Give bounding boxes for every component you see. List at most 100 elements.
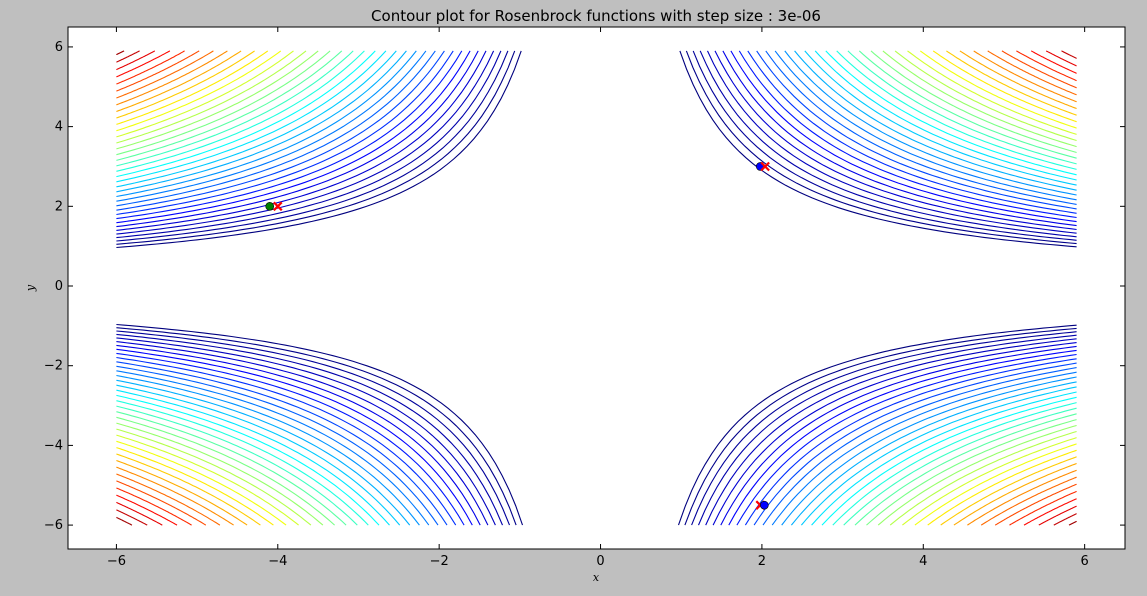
contour-line [832, 402, 1077, 526]
contour-line [116, 50, 445, 211]
contour-line [811, 391, 1077, 526]
contour-line [728, 349, 1077, 526]
contour-line [691, 331, 1077, 526]
contour-line [894, 50, 1077, 142]
contour-line [116, 494, 178, 526]
contour-line [116, 361, 448, 526]
axis-ticks: −6 −4 −2 0 2 4 6 −6 −4 −2 0 2 4 6 [44, 27, 1125, 569]
contour-line [116, 50, 407, 193]
contour-line [116, 50, 214, 99]
contour-line [116, 50, 427, 202]
contour-line [116, 394, 380, 526]
contour-line [771, 371, 1077, 526]
contour-line [1023, 498, 1077, 526]
contour-line [902, 437, 1077, 526]
contour-line [882, 50, 1077, 148]
contour-line [116, 50, 463, 220]
contour-line [116, 422, 324, 526]
contour-line [116, 50, 228, 106]
contour-line [1061, 50, 1077, 59]
contour-line [116, 50, 255, 119]
contour-line [116, 50, 502, 239]
contour-line [116, 50, 479, 228]
x-tick-label: 6 [1081, 554, 1089, 569]
contour-line [967, 469, 1077, 526]
contour-line [116, 389, 390, 526]
contour-line [116, 50, 307, 144]
contour-line [116, 333, 504, 526]
contour-line [116, 50, 185, 85]
contour-line [774, 50, 1077, 201]
contour-line [870, 50, 1077, 154]
contour-line [116, 50, 282, 132]
data-points [265, 161, 770, 510]
contour-line [677, 324, 1077, 526]
contour-line [116, 473, 221, 526]
contour-line [116, 365, 439, 526]
plot-area [68, 27, 1125, 549]
contour-line [907, 50, 1077, 135]
contour-line [987, 50, 1077, 96]
contour-line [959, 50, 1077, 110]
contour-line [116, 50, 354, 167]
contour-line [919, 50, 1077, 129]
x-tick-label: −6 [107, 554, 126, 569]
contour-line [116, 344, 481, 526]
contour-line [794, 50, 1077, 191]
circle-marker [760, 500, 769, 510]
contour-line [116, 400, 369, 526]
contour-line [116, 447, 274, 526]
contour-line [116, 50, 522, 249]
contour-line [756, 50, 1077, 210]
contour-line [116, 50, 376, 178]
contour-line [705, 338, 1077, 526]
contour-line [707, 50, 1077, 234]
x-tick-label: 2 [758, 554, 766, 569]
contour-line [946, 50, 1077, 116]
contour-line [804, 50, 1077, 186]
contour-line [1053, 513, 1077, 526]
contour-line [858, 50, 1077, 159]
x-tick-label: −2 [430, 554, 449, 569]
contour-line [747, 50, 1077, 214]
contour-line [116, 411, 347, 526]
contour-line [116, 50, 319, 150]
contour-line [720, 345, 1077, 526]
contour-line [1068, 520, 1077, 526]
contour-line [116, 405, 358, 526]
x-tick-label: −4 [268, 554, 287, 569]
contour-line [1045, 50, 1077, 67]
contour-line [762, 367, 1077, 526]
contour-line [738, 50, 1077, 219]
x-marker [760, 161, 770, 172]
contour-line [116, 352, 465, 526]
contour-line [877, 424, 1077, 526]
contour-line [1016, 50, 1077, 82]
contour-line [116, 480, 207, 526]
contour-line [116, 501, 163, 526]
contour-line [821, 396, 1077, 526]
contour-line [116, 459, 248, 526]
contour-line [116, 50, 343, 161]
contour-line [116, 440, 287, 526]
contour-line [679, 50, 1077, 248]
contour-line [116, 50, 436, 207]
contour-line [684, 327, 1077, 526]
contour-line [889, 430, 1077, 526]
contour-line [116, 50, 140, 63]
contour-line [116, 50, 454, 216]
contour-line [800, 386, 1077, 526]
y-tick-label: −4 [44, 438, 63, 453]
contour-line [116, 374, 420, 526]
contour-line [116, 50, 331, 156]
x-tick-label: 4 [919, 554, 927, 569]
contour-line [116, 50, 365, 172]
circle-marker [265, 202, 275, 211]
contour-line [116, 50, 269, 125]
y-tick-label: −2 [44, 359, 63, 374]
contour-line [116, 453, 261, 526]
y-tick-label: 6 [55, 40, 63, 55]
contour-line [784, 50, 1077, 196]
contour-line [116, 50, 242, 113]
